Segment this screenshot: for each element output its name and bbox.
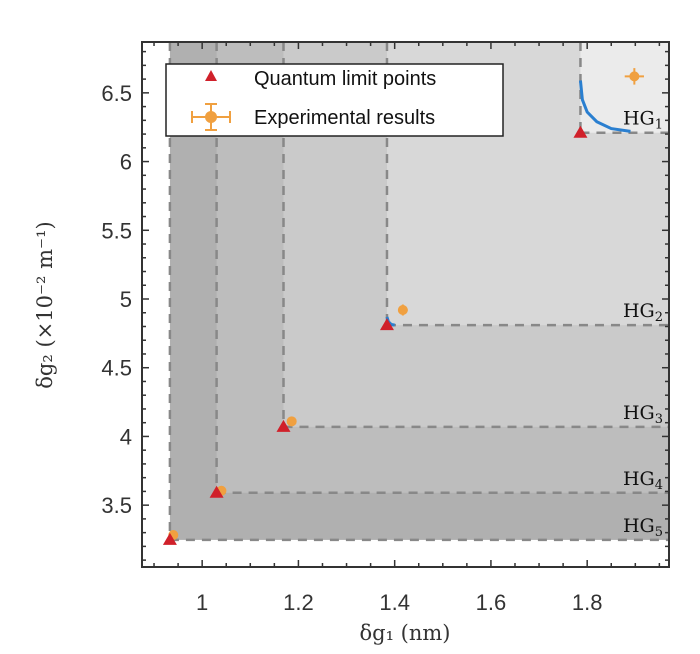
- x-axis-label: δg₁ (nm): [359, 621, 450, 645]
- region-label-hg5: HG5: [623, 515, 663, 540]
- legend-label-quantum: Quantum limit points: [254, 68, 436, 90]
- data-points: [162, 68, 644, 545]
- quantum-limit-point: [209, 485, 224, 498]
- quantum-limit-point: [573, 125, 588, 138]
- x-tick-label: 1.8: [572, 590, 603, 615]
- legend: Quantum limit points Experimental result…: [165, 63, 504, 137]
- quantum-limit-curve: [385, 316, 395, 327]
- quantum-limit-curve: [578, 80, 631, 133]
- legend-triangle-icon: [205, 70, 217, 81]
- y-tick-label: 4.5: [101, 356, 132, 381]
- experimental-point: [629, 71, 640, 82]
- x-tick-label: 1.4: [379, 590, 410, 615]
- axis-ticks: 1 1.2 1.4 1.6 1.8 3.5 4 4.5 5 5.5 6 6.5: [101, 42, 669, 615]
- quantum-limit-curves: [385, 80, 631, 327]
- y-tick-label: 5.5: [101, 218, 132, 243]
- y-tick-label: 4: [120, 424, 132, 449]
- x-tick-label: 1.6: [476, 590, 507, 615]
- plot-frame: [141, 41, 670, 568]
- quantum-limit-point: [162, 532, 177, 545]
- quantum-limit-point: [379, 318, 394, 331]
- y-tick-label: 3.5: [101, 493, 132, 518]
- region-hg1: [580, 42, 669, 133]
- quantum-limit-point: [276, 419, 291, 432]
- x-tick-label: 1.2: [283, 590, 314, 615]
- legend-errorbar-icon: [191, 103, 231, 131]
- experimental-point: [286, 416, 297, 427]
- y-tick-label: 6.5: [101, 81, 132, 106]
- y-axis-label: δg₂ (×10⁻² m⁻¹): [33, 221, 57, 388]
- legend-label-experimental: Experimental results: [254, 107, 435, 129]
- y-tick-label: 5: [120, 287, 132, 312]
- legend-box: [165, 63, 504, 137]
- x-tick-label: 1: [196, 590, 208, 615]
- experimental-point: [397, 304, 408, 315]
- y-tick-label: 6: [120, 150, 132, 175]
